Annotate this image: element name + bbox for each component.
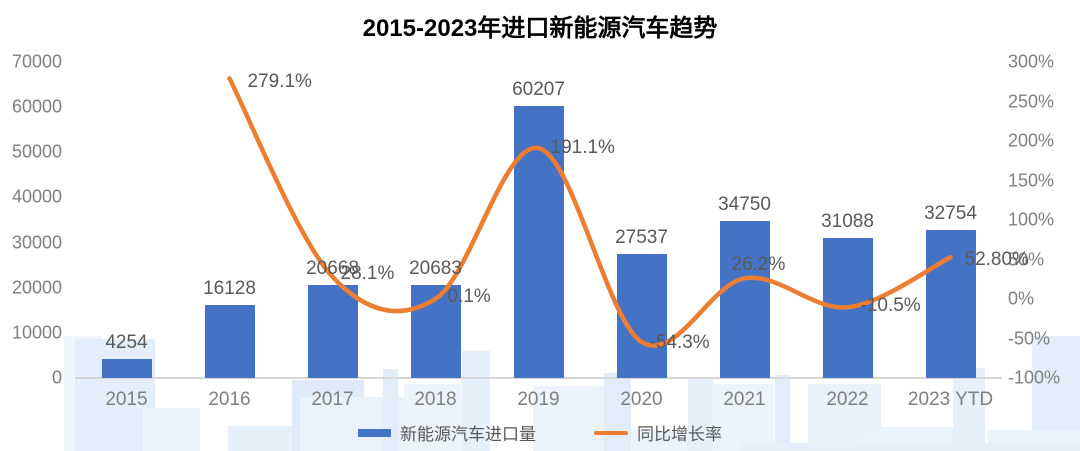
- line-value-label: 279.1%: [247, 70, 312, 92]
- y-axis-tick: 0: [51, 367, 62, 388]
- line-value-label: 0.1%: [447, 285, 491, 307]
- legend-label-growth-rate: 同比增长率: [637, 425, 722, 444]
- line-value-label: 191.1%: [550, 137, 615, 159]
- bar-value-label: 34750: [718, 194, 771, 216]
- x-axis-label-2015: 2015: [105, 389, 148, 410]
- y2-axis-tick: -100%: [1008, 367, 1061, 388]
- x-axis-label-2023 YTD: 2023 YTD: [907, 389, 994, 410]
- y-axis-tick: 10000: [11, 322, 62, 343]
- legend-item-import-volume: 新能源汽车进口量: [358, 420, 536, 445]
- bar-value-label: 60207: [512, 79, 565, 101]
- y2-axis-tick: 250%: [1008, 91, 1055, 111]
- bar-value-label: 31088: [821, 210, 874, 232]
- x-axis-line: [75, 377, 1002, 379]
- x-axis-label-2022: 2022: [826, 389, 869, 410]
- y2-axis-tick: 150%: [1008, 170, 1055, 190]
- legend: 新能源汽车进口量 同比增长率: [0, 420, 1080, 445]
- bar-value-label: 16128: [203, 278, 256, 300]
- bar-value-label: 4254: [105, 331, 148, 353]
- y-axis-tick: 20000: [11, 277, 62, 298]
- line-value-label: 28.1%: [340, 262, 395, 284]
- line-value-label: -10.5%: [860, 295, 921, 317]
- line-value-label: 52.80%: [964, 249, 1029, 271]
- bar-value-label: 20683: [409, 257, 462, 279]
- growth-rate-line: [227, 76, 953, 348]
- right-y-axis: 300% 250% 200% 150% 100% 50% 0% -50% -100%: [1008, 0, 1078, 451]
- line-value-label: -54.3%: [649, 331, 710, 353]
- legend-item-growth-rate: 同比增长率: [594, 420, 722, 445]
- y2-axis-tick: 300%: [1008, 51, 1055, 72]
- y-axis-tick: 70000: [11, 51, 62, 72]
- line-value-label: 26.2%: [731, 254, 786, 276]
- bar-2021: [719, 221, 770, 378]
- y-axis-tick: 40000: [11, 186, 62, 207]
- y-axis-tick: 60000: [11, 96, 62, 117]
- line-series-swatch: [594, 430, 628, 435]
- chart-title: 2015-2023年进口新能源汽车趋势: [362, 15, 718, 42]
- y2-axis-tick: 200%: [1008, 130, 1055, 151]
- left-y-axis: 70000 60000 50000 40000 30000 20000 10000 0: [6, 0, 62, 451]
- bar-value-label: 32754: [924, 203, 977, 225]
- y-axis-tick: 50000: [11, 141, 62, 162]
- bar-2015: [101, 358, 152, 378]
- bar-2020: [616, 253, 667, 378]
- x-axis-label-2018: 2018: [414, 389, 457, 410]
- x-axis-label-2019: 2019: [517, 389, 560, 410]
- y2-axis-tick: 0%: [1008, 288, 1035, 309]
- bar-2023 YTD: [925, 230, 976, 378]
- bar-2019: [513, 106, 564, 378]
- y2-axis-tick: 50%: [1008, 249, 1045, 269]
- bar-2016: [204, 305, 255, 378]
- y2-axis-tick: -50%: [1008, 328, 1051, 348]
- x-axis-label-2017: 2017: [311, 389, 354, 410]
- legend-label-import-volume: 新能源汽车进口量: [400, 425, 536, 444]
- x-axis-label-2021: 2021: [723, 389, 766, 410]
- bar-series-swatch: [358, 428, 391, 437]
- x-axis-label-2016: 2016: [208, 389, 251, 410]
- bar-2017: [307, 284, 358, 378]
- bar-value-label: 27537: [615, 226, 668, 248]
- y-axis-tick: 30000: [11, 232, 62, 253]
- bar-value-label: 20668: [306, 257, 359, 279]
- y2-axis-tick: 100%: [1008, 209, 1055, 230]
- x-axis-label-2020: 2020: [620, 389, 663, 410]
